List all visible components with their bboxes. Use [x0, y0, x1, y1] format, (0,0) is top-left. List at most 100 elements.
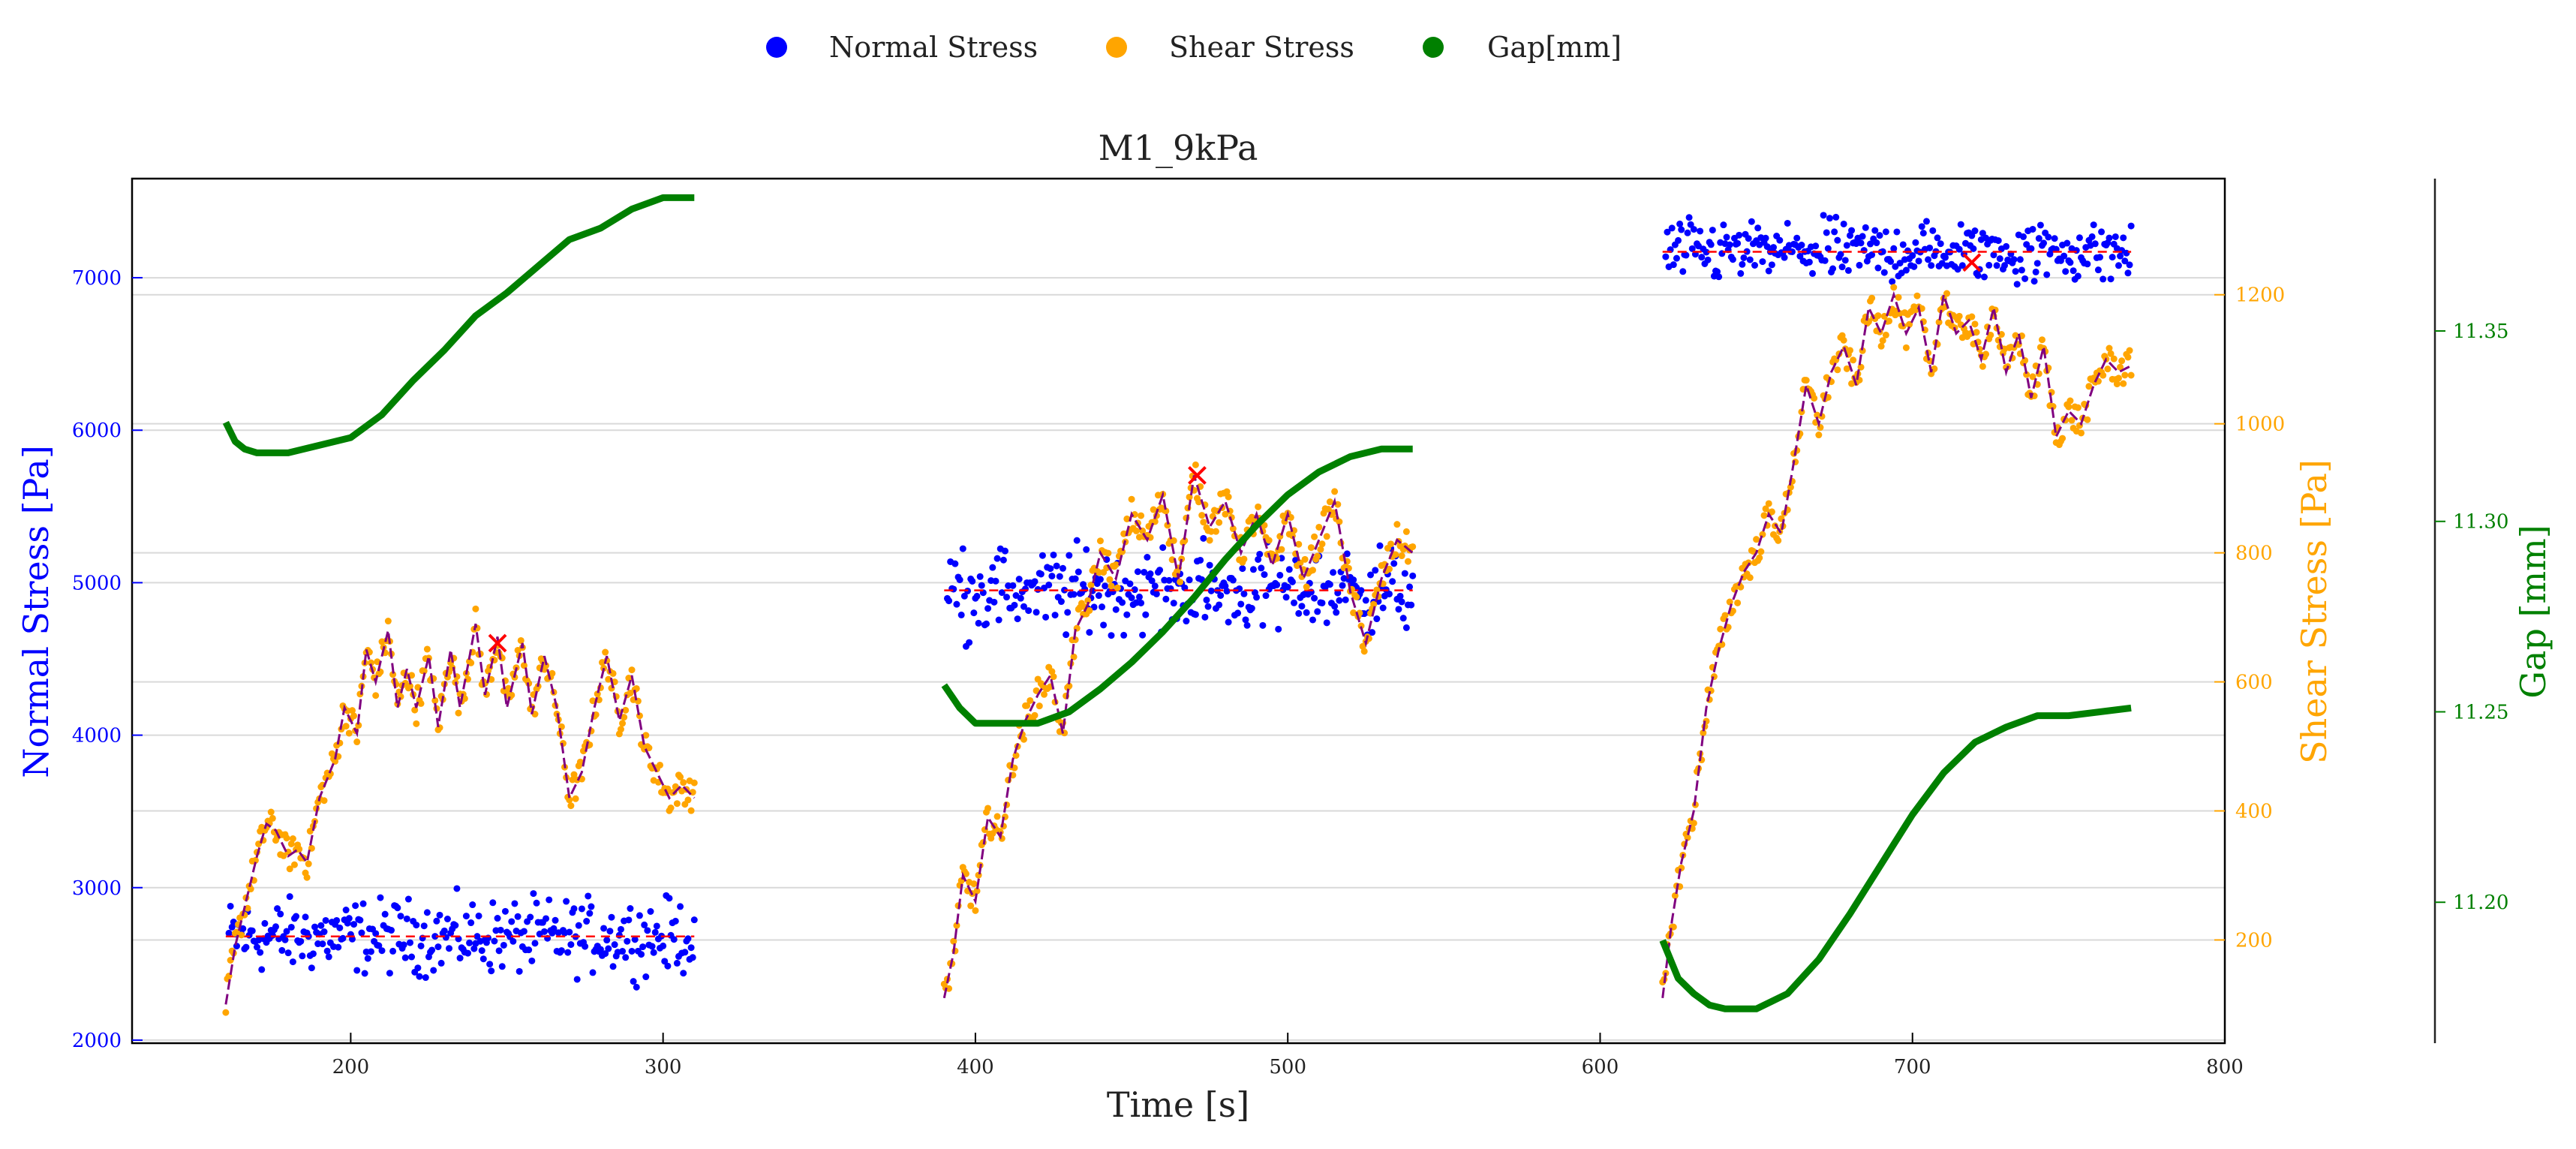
normal-stress-point	[597, 946, 604, 953]
normal-stress-point	[1131, 586, 1138, 594]
grid	[132, 277, 2225, 1041]
normal-stress-point	[1120, 631, 1128, 639]
shear-stress-point	[1192, 461, 1199, 468]
normal-stress-point	[400, 941, 407, 949]
normal-stress-point	[1841, 257, 1849, 264]
shear-stress-point	[1324, 506, 1332, 513]
normal-stress-point	[350, 921, 358, 928]
shear-stress-point	[389, 671, 397, 678]
normal-stress-point	[1086, 629, 1093, 636]
normal-stress-point	[687, 944, 695, 952]
normal-stress-point	[1144, 554, 1151, 561]
normal-stress-point	[583, 918, 591, 925]
normal-stress-point	[1112, 606, 1120, 613]
shear-stress-point	[2029, 373, 2036, 380]
normal-stress-point	[1759, 258, 1766, 266]
normal-stress-point	[603, 937, 611, 944]
normal-stress-point	[1788, 248, 1796, 255]
normal-stress-point	[2106, 234, 2113, 242]
shear-stress-point	[1041, 690, 1048, 698]
shear-stress-point	[2106, 344, 2113, 352]
normal-stress-point	[567, 941, 575, 949]
normal-stress-point	[1684, 229, 1691, 236]
left-tick-label: 5000	[72, 572, 122, 594]
normal-stress-point	[1059, 564, 1066, 572]
normal-stress-point	[1685, 214, 1693, 221]
shear-stress-point	[287, 840, 295, 847]
normal-stress-point	[1334, 589, 1342, 597]
normal-stress-point	[1099, 603, 1106, 611]
shear-stress-point	[962, 870, 969, 877]
normal-stress-point	[1153, 590, 1160, 597]
shear-stress-point	[1815, 432, 1823, 439]
normal-stress-point	[670, 936, 678, 943]
normal-stress-point	[2040, 239, 2048, 247]
shear-stress-point	[1931, 365, 1938, 372]
normal-stress-point	[2120, 234, 2127, 242]
shear-stress-point	[1895, 293, 1902, 301]
shear-stress-point	[286, 865, 293, 873]
normal-stress-point	[1746, 256, 1754, 263]
shear-stress-point	[645, 744, 653, 752]
normal-stress-point	[1402, 624, 1410, 631]
normal-stress-point	[1739, 260, 1746, 268]
normal-stress-point	[2020, 233, 2027, 240]
normal-stress-point	[1303, 609, 1310, 616]
normal-stress-point	[446, 945, 453, 952]
shear-stress-point	[1971, 320, 1979, 328]
normal-stress-point	[1134, 568, 1141, 576]
normal-stress-point	[1401, 570, 1408, 577]
normal-stress-point	[1679, 268, 1687, 275]
x-tick-label: 800	[2206, 1056, 2244, 1078]
shear-stress-point	[1229, 525, 1237, 533]
normal-stress-point	[356, 916, 364, 924]
normal-stress-point	[1729, 256, 1736, 263]
normal-stress-point	[1207, 587, 1215, 594]
shear-stress-point	[567, 802, 575, 810]
normal-stress-point	[1994, 237, 2002, 245]
shear-stress-point	[2127, 371, 2135, 379]
shear-stress-point	[1746, 574, 1754, 582]
normal-stress-point	[372, 930, 380, 937]
shear-stress-point	[251, 856, 259, 864]
normal-stress-point	[653, 922, 660, 930]
shear-stress-point	[342, 723, 350, 730]
normal-stress-point	[1844, 266, 1852, 274]
shear-stress-point	[1811, 395, 1818, 402]
shear-stress-point	[1212, 528, 1219, 535]
shear-stress-point	[1070, 653, 1078, 660]
shear-stress-point	[1138, 512, 1145, 519]
shear-stress-point	[1671, 892, 1679, 899]
normal-stress-point	[1941, 254, 1949, 261]
normal-stress-point	[1001, 547, 1008, 555]
shear-stress-point	[1198, 512, 1206, 519]
normal-stress-point	[377, 894, 384, 901]
normal-stress-point	[2051, 235, 2058, 242]
normal-stress-point	[533, 899, 540, 907]
normal-stress-point	[1138, 599, 1145, 606]
shear-stress-point	[1326, 498, 1333, 506]
shear-stress-point	[1840, 336, 1847, 344]
normal-stress-point	[293, 913, 300, 920]
shear-peak-marker	[1188, 466, 1207, 485]
normal-stress-point	[998, 589, 1005, 597]
normal-stress-point	[527, 913, 534, 921]
normal-stress-point	[1170, 600, 1177, 607]
normal-stress-point	[2003, 242, 2010, 250]
normal-stress-point	[401, 954, 409, 961]
normal-stress-point	[1159, 544, 1167, 552]
shear-stress-point	[1906, 320, 1913, 328]
normal-stress-point	[543, 915, 550, 922]
normal-stress-point	[1119, 599, 1126, 606]
shear-stress-point	[1357, 622, 1365, 630]
normal-stress-point	[1909, 252, 1916, 260]
normal-stress-point	[976, 573, 984, 580]
normal-stress-point	[1831, 228, 1838, 236]
normal-stress-point	[2088, 233, 2096, 240]
normal-stress-point	[2127, 222, 2135, 230]
normal-stress-point	[1255, 555, 1262, 563]
normal-stress-point	[1399, 615, 1407, 622]
normal-stress-point	[1796, 252, 1804, 260]
normal-stress-point	[1073, 537, 1081, 544]
